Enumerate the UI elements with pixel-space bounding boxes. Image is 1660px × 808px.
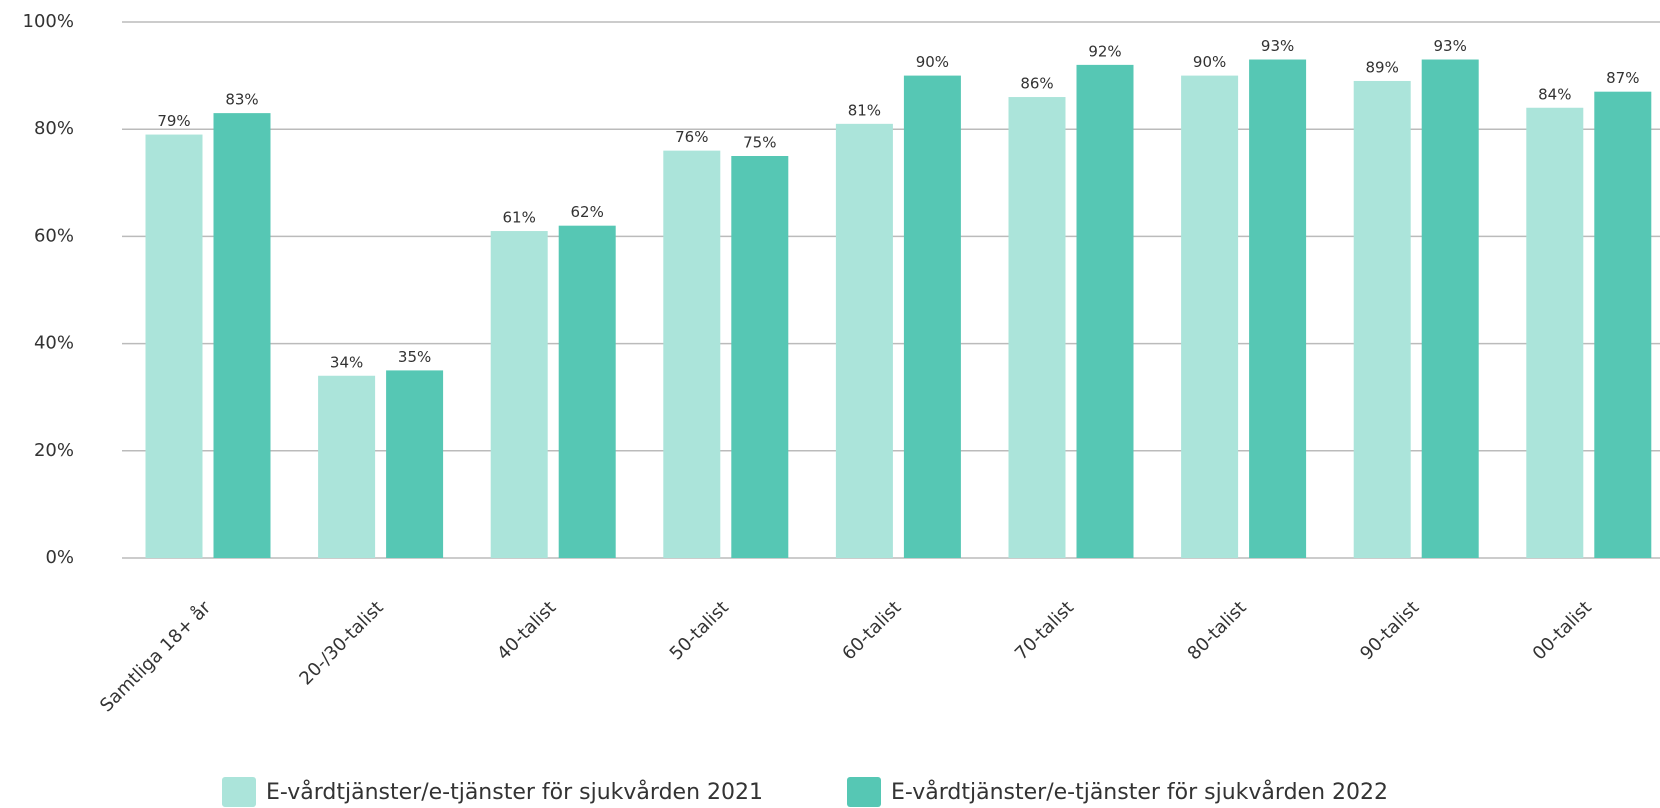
y-tick-label: 20% bbox=[34, 440, 74, 461]
bar bbox=[731, 156, 789, 558]
value-label: 62% bbox=[571, 203, 604, 221]
value-label: 79% bbox=[157, 112, 190, 130]
bar bbox=[490, 231, 548, 559]
x-tick-label: 60-talist bbox=[838, 597, 905, 664]
value-label: 93% bbox=[1434, 37, 1467, 55]
bar bbox=[903, 75, 961, 558]
value-label: 87% bbox=[1606, 69, 1639, 87]
y-tick-label: 100% bbox=[23, 11, 74, 32]
x-tick-label: 80-talist bbox=[1184, 597, 1251, 664]
value-label: 86% bbox=[1020, 75, 1053, 93]
y-tick-label: 0% bbox=[45, 547, 74, 568]
value-label: 76% bbox=[675, 128, 708, 146]
bar bbox=[213, 113, 271, 559]
bar bbox=[1421, 59, 1479, 559]
bar bbox=[1249, 59, 1307, 559]
value-label: 92% bbox=[1088, 42, 1121, 60]
value-label: 61% bbox=[503, 209, 536, 227]
value-label: 34% bbox=[330, 353, 363, 371]
x-tick-label: 00-talist bbox=[1529, 597, 1596, 664]
x-tick-label: 70-talist bbox=[1011, 597, 1078, 664]
bar bbox=[558, 225, 616, 558]
value-label: 83% bbox=[225, 91, 258, 109]
bar bbox=[663, 150, 721, 558]
legend-label: E-vårdtjänster/e-tjänster för sjukvården… bbox=[266, 779, 763, 805]
x-tick-label: 50-talist bbox=[666, 597, 733, 664]
bar bbox=[386, 370, 444, 558]
y-tick-label: 60% bbox=[34, 225, 74, 246]
legend-swatch bbox=[847, 777, 881, 807]
value-label: 84% bbox=[1538, 85, 1571, 103]
value-label: 90% bbox=[916, 53, 949, 71]
bar bbox=[1594, 91, 1652, 559]
value-label: 93% bbox=[1261, 37, 1294, 55]
value-label: 35% bbox=[398, 348, 431, 366]
y-tick-label: 40% bbox=[34, 333, 74, 354]
bar bbox=[1181, 75, 1239, 558]
legend-label: E-vårdtjänster/e-tjänster för sjukvården… bbox=[891, 779, 1388, 805]
x-tick-label: 20-/30-talist bbox=[295, 597, 387, 689]
x-tick-label: 90-talist bbox=[1356, 597, 1423, 664]
value-label: 75% bbox=[743, 134, 776, 152]
y-tick-label: 80% bbox=[34, 118, 74, 139]
value-label: 81% bbox=[848, 101, 881, 119]
x-tick-label: 40-talist bbox=[493, 597, 560, 664]
legend-swatch bbox=[222, 777, 256, 807]
bar bbox=[318, 375, 376, 558]
bar bbox=[1526, 107, 1584, 558]
bar bbox=[835, 123, 893, 558]
x-tick-label: Samtliga 18+ år bbox=[96, 597, 215, 716]
bar bbox=[1076, 64, 1134, 558]
value-label: 89% bbox=[1366, 58, 1399, 76]
bar bbox=[145, 134, 203, 558]
value-label: 90% bbox=[1193, 53, 1226, 71]
bar bbox=[1008, 97, 1066, 558]
bar bbox=[1353, 80, 1411, 559]
